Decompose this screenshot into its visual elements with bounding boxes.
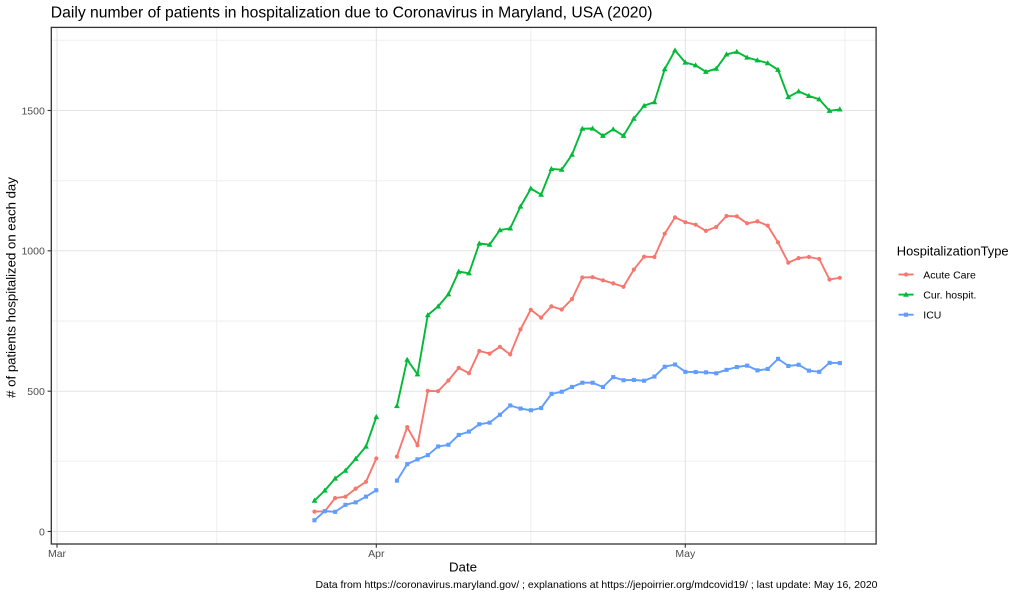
- svg-text:500: 500: [27, 386, 45, 398]
- svg-text:Data from https://coronavirus.: Data from https://coronavirus.maryland.g…: [315, 579, 877, 591]
- svg-text:Apr: Apr: [368, 548, 385, 560]
- svg-text:1000: 1000: [21, 246, 45, 258]
- svg-text:Date: Date: [449, 560, 477, 575]
- svg-text:Daily number of patients in ho: Daily number of patients in hospitalizat…: [51, 4, 653, 21]
- svg-text:May: May: [675, 548, 696, 560]
- svg-text:Mar: Mar: [48, 548, 67, 560]
- svg-text:HospitalizationType: HospitalizationType: [897, 243, 1009, 258]
- svg-text:1500: 1500: [21, 105, 45, 117]
- svg-text:0: 0: [39, 526, 45, 538]
- svg-text:Acute Care: Acute Care: [923, 269, 976, 281]
- svg-text:Cur. hospit.: Cur. hospit.: [923, 289, 976, 301]
- svg-text:ICU: ICU: [923, 310, 941, 322]
- svg-text:# of patients hospitalized on: # of patients hospitalized on each day: [4, 177, 19, 398]
